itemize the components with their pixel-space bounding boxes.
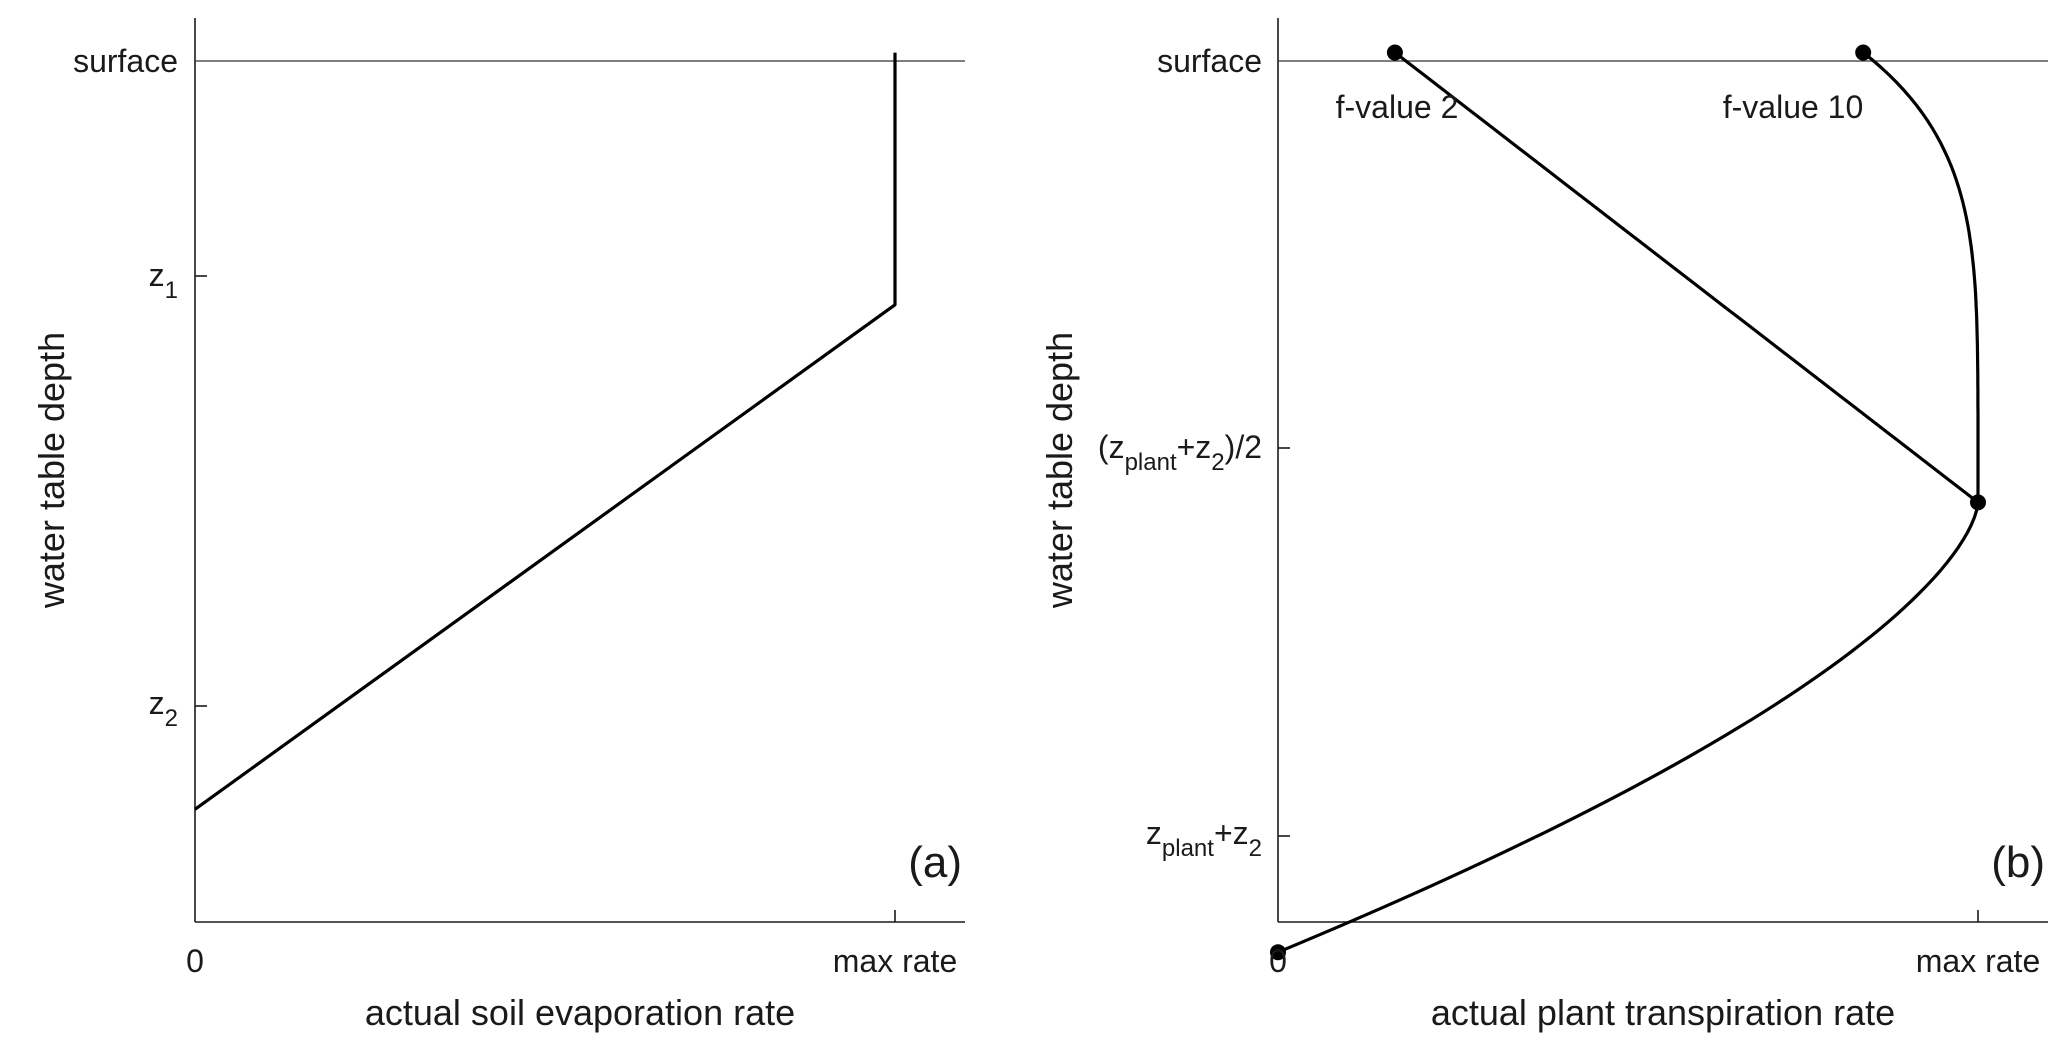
panel-b-curve-f-value-2 xyxy=(1277,51,1980,954)
panel-b-ytick-label-bottom: zplant+z2 xyxy=(1146,815,1262,862)
panel-b-x-axis-title: actual plant transpiration rate xyxy=(1431,992,1895,1033)
panel-b-marker-bottom xyxy=(1270,944,1286,961)
panel-a-xtick-label-max: max rate xyxy=(833,943,957,979)
panel-b-series-label-f-value-2: f-value 2 xyxy=(1336,89,1459,125)
panel-a-ytick-label-z2: z2 xyxy=(149,685,178,732)
panel-a-ytick-label-z1: z1 xyxy=(149,257,178,304)
panel-a-y-axis-title: water table depth xyxy=(31,332,72,609)
panel-a-evaporation-curve xyxy=(194,52,897,811)
panel-b-curve-f-value-10 xyxy=(1862,51,1980,503)
panel-b-ytick-label-surface: surface xyxy=(1157,43,1262,79)
panel-a-x-axis-title: actual soil evaporation rate xyxy=(365,992,795,1033)
panel-b-series-label-f-value-10: f-value 10 xyxy=(1723,89,1864,125)
panel-b-label: (b) xyxy=(1991,838,2045,887)
panel-b-xtick-label-zero: 0 xyxy=(1269,943,1287,979)
panel-b-y-axis-title: water table depth xyxy=(1039,332,1080,609)
panel-b-marker-f-value-2 xyxy=(1386,44,1403,61)
panel-b-marker-f-value-10 xyxy=(1855,44,1872,61)
panel-a-ytick-label-surface: surface xyxy=(73,43,178,79)
panel-b-ytick-label-mid: (zplant+z2)/2 xyxy=(1098,429,1262,476)
panel-b: f-value 2 f-value 10 surface (zplant+z2)… xyxy=(1039,18,2048,1033)
panel-a: surface z1 z2 0 max rate actual soil eva… xyxy=(31,18,965,1033)
panel-a-xtick-label-zero: 0 xyxy=(186,943,204,979)
panel-b-xtick-label-max: max rate xyxy=(1916,943,2040,979)
panel-b-marker-peak xyxy=(1970,494,1986,511)
panel-a-label: (a) xyxy=(908,838,962,887)
